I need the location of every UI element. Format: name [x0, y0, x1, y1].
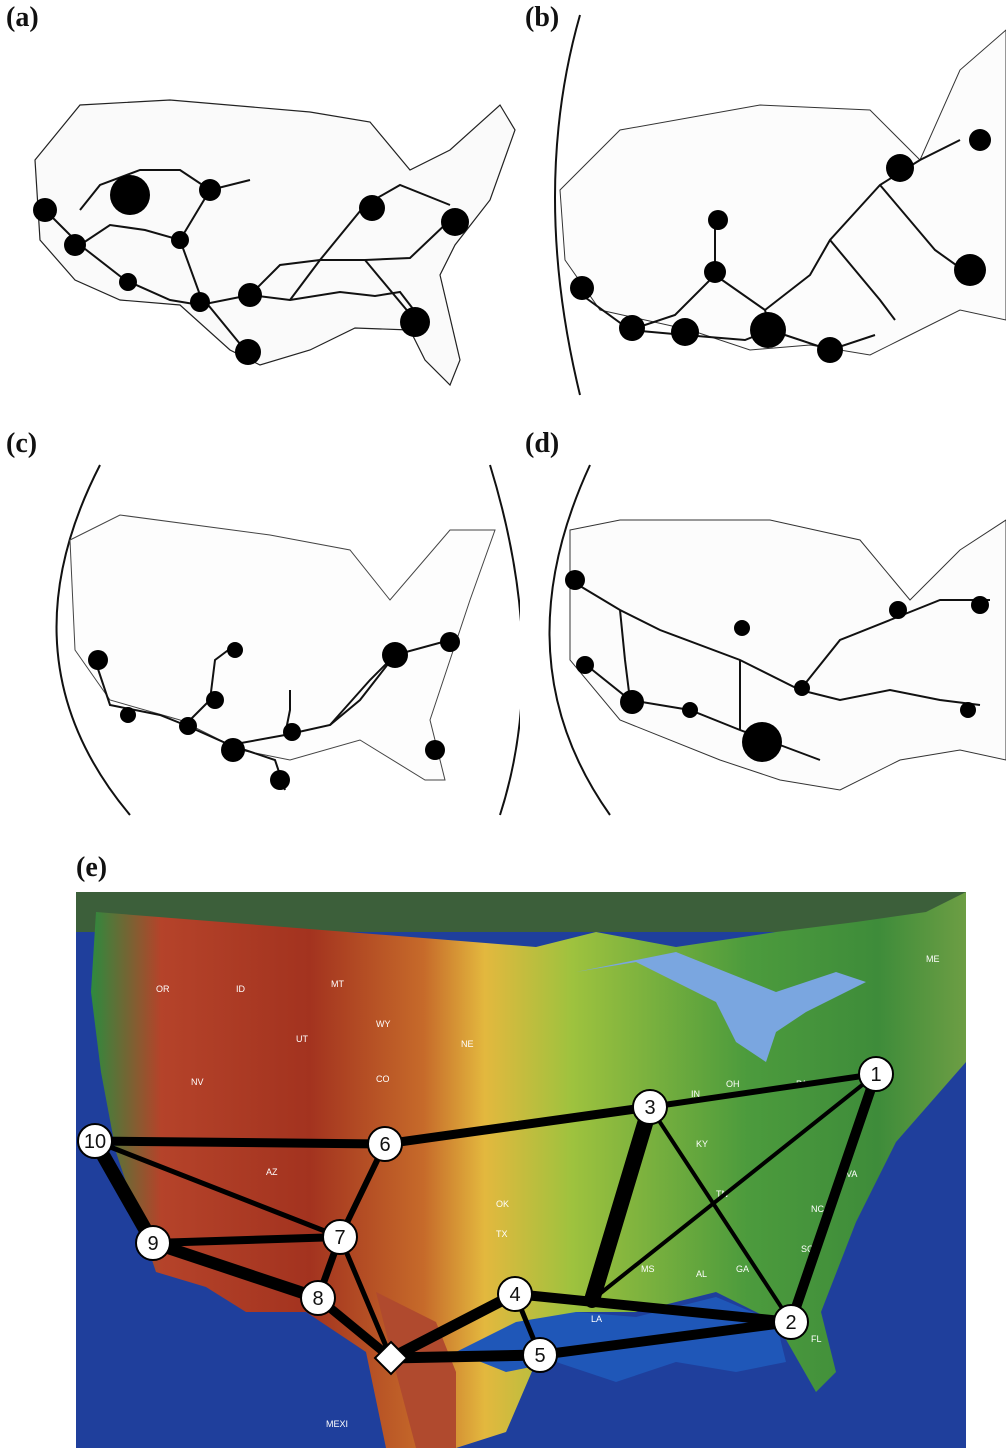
- panel-b-network: [554, 14, 1006, 396]
- state-label: NC: [811, 1204, 824, 1214]
- node-10-label: 10: [84, 1131, 106, 1153]
- edge-9-7: [149, 1233, 344, 1247]
- panel-a-image: [20, 60, 520, 400]
- node-10: 10: [77, 1123, 113, 1159]
- great-lakes: [576, 952, 866, 1062]
- state-label: SC: [801, 1244, 814, 1254]
- state-label: CO: [376, 1074, 390, 1084]
- edge-3-2: [648, 1105, 793, 1324]
- node-8-label: 8: [312, 1288, 323, 1310]
- state-label: OK: [496, 1199, 509, 1209]
- state-label: FL: [811, 1334, 822, 1344]
- network-diagram: ORIDMTWYNVUTCOAZNEKSOKTXLAMSALGASCNCVAPA…: [76, 892, 966, 1448]
- node-5: 5: [522, 1337, 558, 1373]
- edge-4-2: [510, 1289, 796, 1327]
- node-3-label: 3: [644, 1097, 655, 1119]
- panel-e-map: ORIDMTWYNVUTCOAZNEKSOKTXLAMSALGASCNCVAPA…: [76, 892, 966, 1448]
- node-5-circle: [522, 1337, 558, 1373]
- node-6-circle: [367, 1126, 403, 1162]
- panel-c-network: [55, 464, 520, 816]
- state-label: UT: [296, 1034, 308, 1044]
- node-4-label: 4: [509, 1284, 520, 1306]
- node-7-circle: [322, 1219, 358, 1255]
- node-2: 2: [773, 1304, 809, 1340]
- state-label: ID: [236, 984, 246, 994]
- edge-1-2: [786, 1069, 881, 1327]
- node-7: 7: [322, 1219, 358, 1255]
- node-2-label: 2: [785, 1312, 796, 1334]
- node-hub-diamond: [373, 1340, 409, 1376]
- node-7-label: 7: [334, 1227, 345, 1249]
- node-8-circle: [300, 1280, 336, 1316]
- node-2-circle: [773, 1304, 809, 1340]
- edge-3-1: [647, 1071, 879, 1110]
- edge-10-7: [92, 1138, 343, 1240]
- node-5-label: 5: [534, 1345, 545, 1367]
- edge-hub-5: [385, 1349, 546, 1364]
- node-4: 4: [497, 1276, 533, 1312]
- network-nodes: 1 2 3 4 5 6 7 8 9 10: [77, 1056, 894, 1376]
- node-9: 9: [135, 1225, 171, 1261]
- panel-e-label: (e): [76, 852, 108, 883]
- state-label: TX: [496, 1229, 508, 1239]
- node-3-circle: [632, 1089, 668, 1125]
- state-label: AZ: [266, 1167, 278, 1177]
- state-label: IN: [691, 1089, 700, 1099]
- node-10-circle: [77, 1123, 113, 1159]
- panel-a-label: (a): [6, 2, 39, 33]
- edge-junction-1: [590, 1072, 878, 1302]
- edge-3-junction: [584, 1099, 658, 1308]
- node-1-circle: [858, 1056, 894, 1092]
- panel-c-image: [30, 460, 520, 820]
- state-label: NV: [191, 1077, 204, 1087]
- state-label: OR: [156, 984, 170, 994]
- state-label: GA: [736, 1264, 749, 1274]
- state-label: MT: [331, 979, 344, 989]
- node-1-label: 1: [870, 1064, 881, 1086]
- node-1: 1: [858, 1056, 894, 1092]
- panel-c-label: (c): [6, 428, 38, 459]
- node-9-circle: [135, 1225, 171, 1261]
- edge-7-hub: [337, 1234, 394, 1361]
- state-label: AL: [696, 1269, 707, 1279]
- state-label: VA: [846, 1169, 857, 1179]
- panel-d-image: [540, 460, 1006, 820]
- edge-10-9: [88, 1134, 160, 1250]
- network-edges: [88, 1069, 881, 1364]
- state-label: LA: [591, 1314, 602, 1324]
- state-label: OH: [726, 1079, 740, 1089]
- node-3: 3: [632, 1089, 668, 1125]
- panel-a-network: [33, 99, 516, 387]
- node-4-circle: [497, 1276, 533, 1312]
- state-label: WY: [376, 1019, 391, 1029]
- edge-9-8: [147, 1237, 324, 1304]
- node-6-label: 6: [379, 1134, 390, 1156]
- node-8: 8: [300, 1280, 336, 1316]
- edge-hub-4: [385, 1288, 521, 1364]
- panel-d-label: (d): [525, 428, 560, 459]
- state-label: MEXI: [326, 1419, 348, 1429]
- state-label: NE: [461, 1039, 474, 1049]
- node-6: 6: [367, 1126, 403, 1162]
- state-label: ME: [926, 954, 940, 964]
- panel-d-network: [548, 464, 1006, 816]
- state-label: KY: [696, 1139, 708, 1149]
- edge-5-2: [535, 1317, 796, 1360]
- panel-b-label: (b): [525, 2, 560, 33]
- node-9-label: 9: [147, 1233, 158, 1255]
- edge-10-6: [90, 1136, 390, 1149]
- edge-6-3: [380, 1102, 655, 1149]
- state-label: MS: [641, 1264, 655, 1274]
- panel-b-image: [540, 10, 1006, 400]
